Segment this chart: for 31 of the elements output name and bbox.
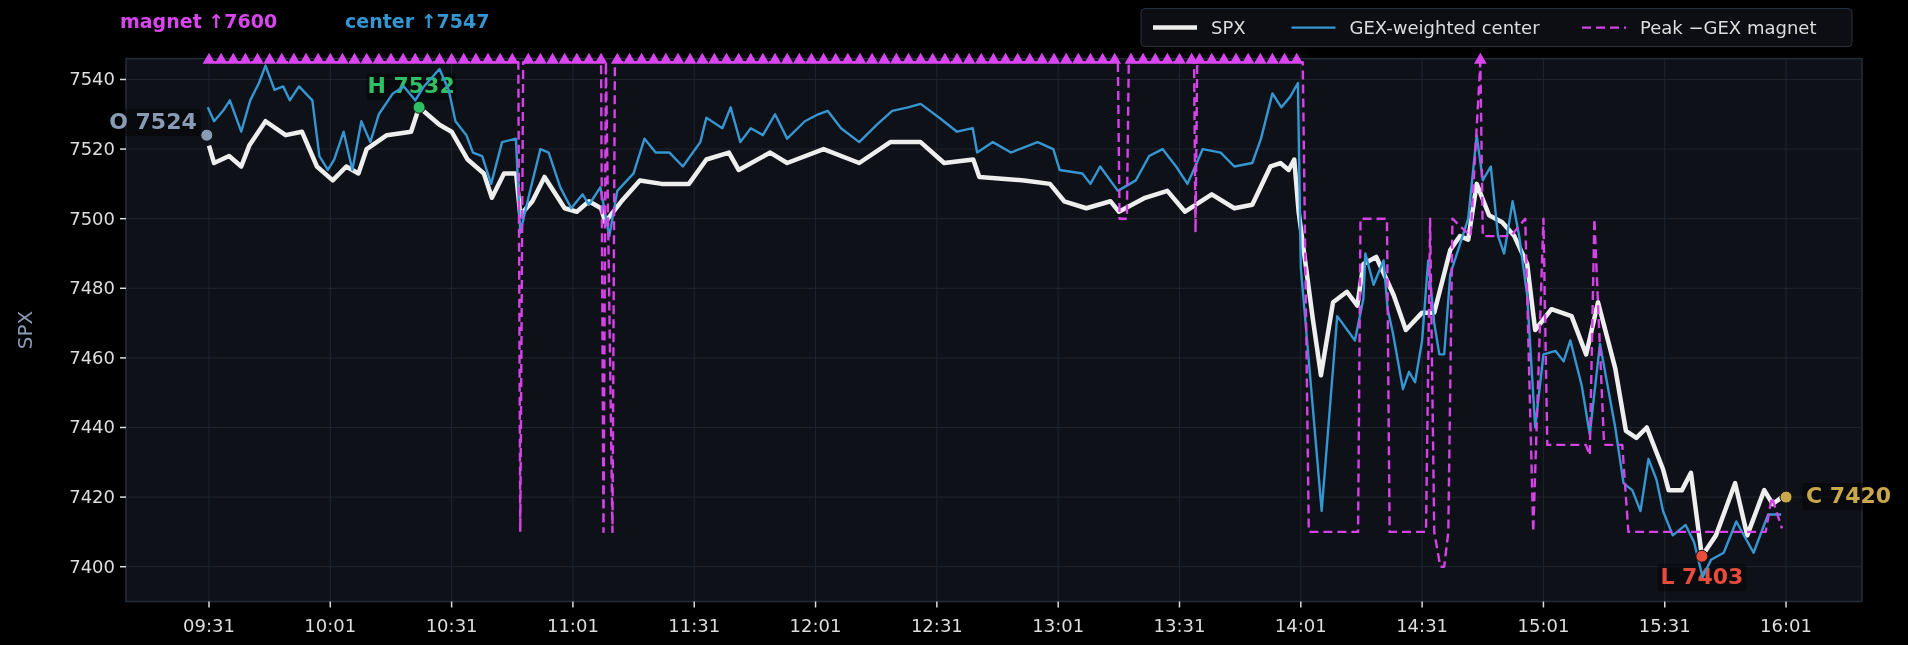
x-tick-label: 12:01 — [789, 614, 842, 636]
y-tick-label: 7540 — [69, 68, 115, 90]
y-tick-label: 7460 — [69, 346, 115, 368]
x-tick-label: 16:01 — [1760, 614, 1812, 636]
annotation: O 7524 — [109, 109, 197, 135]
x-tick-label: 15:31 — [1638, 614, 1691, 636]
x-tick-label: 11:31 — [668, 614, 721, 636]
x-tick-label: 10:01 — [304, 614, 357, 636]
text: magnet ↑7600 — [120, 10, 278, 32]
legend-label: SPX — [1211, 16, 1246, 38]
y-tick-label: 7440 — [69, 416, 115, 438]
annotation: C 7420 — [1806, 483, 1892, 509]
x-tick-label: 12:31 — [910, 614, 963, 636]
x-tick-label: 14:31 — [1396, 614, 1449, 636]
legend-label: GEX-weighted center — [1349, 16, 1541, 38]
annotation: L 7403 — [1660, 564, 1744, 590]
x-tick-label: 11:01 — [546, 614, 599, 636]
x-tick-label: 10:31 — [425, 614, 478, 636]
y-tick-label: 7420 — [69, 486, 115, 508]
x-tick-label: 09:31 — [183, 614, 235, 636]
y-tick-label: 7400 — [69, 555, 115, 577]
y-tick-label: 7500 — [69, 207, 115, 229]
y-tick-label: 7480 — [69, 277, 115, 299]
text: center ↑7547 — [345, 10, 490, 32]
x-tick-label: 14:01 — [1274, 614, 1327, 636]
x-tick-label: 13:01 — [1032, 614, 1085, 636]
x-tick-label: 13:31 — [1153, 614, 1206, 636]
legend-label: Peak −GEX magnet — [1640, 16, 1817, 38]
x-tick-label: 15:01 — [1517, 614, 1570, 636]
y-axis-title: SPX — [13, 310, 37, 350]
y-tick-label: 7520 — [69, 138, 115, 160]
